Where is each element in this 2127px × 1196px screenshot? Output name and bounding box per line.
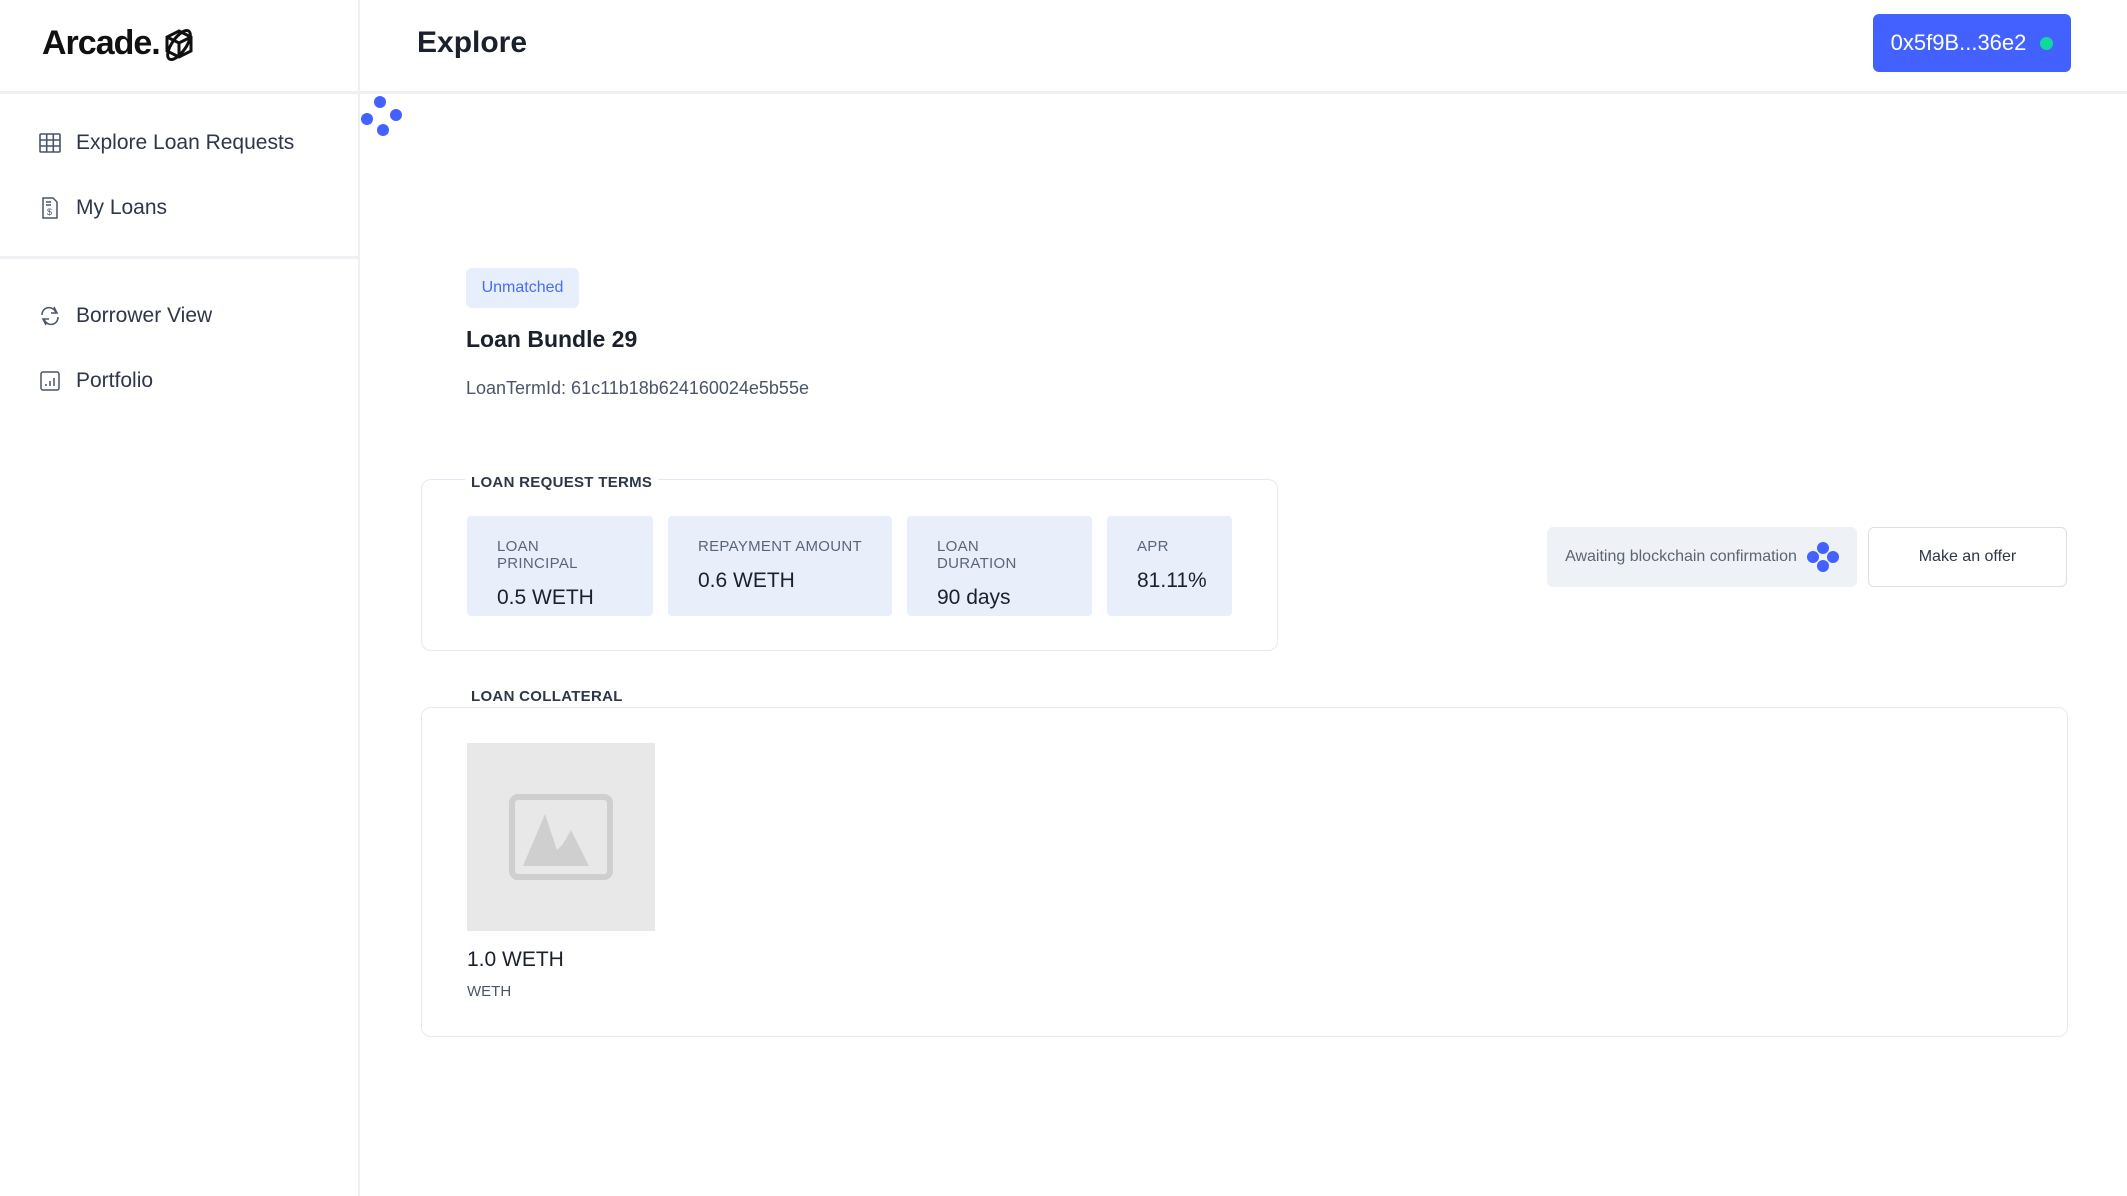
loan-term-id: LoanTermId: 61c11b18b624160024e5b55e (466, 378, 809, 398)
term-loan-duration: Loan Duration 90 days (907, 516, 1092, 616)
swap-icon (41, 306, 59, 326)
wallet-button[interactable]: 0x5f9B...36e2 (1873, 14, 2071, 72)
term-repayment-amount: Repayment Amount 0.6 WETH (668, 516, 892, 616)
sidebar (0, 0, 360, 1196)
cube-logo-icon (165, 28, 193, 61)
loan-collateral-panel (421, 707, 2068, 1037)
loan-title: Loan Bundle 29 (466, 326, 638, 352)
make-offer-button[interactable]: Make an offer (1868, 527, 2067, 587)
collateral-amount: 1.0 WETH (467, 948, 564, 971)
connected-status-dot (2040, 36, 2054, 50)
image-placeholder-icon (509, 794, 613, 880)
chart-icon (40, 371, 60, 391)
logo-bar (0, 0, 360, 94)
loan-terms-label: Loan Request Terms (465, 474, 659, 491)
logo[interactable]: Arcade. (42, 24, 196, 63)
page-title: Explore (417, 26, 528, 59)
header (360, 0, 2127, 94)
sidebar-item-borrower-view[interactable]: Borrower View (38, 296, 212, 336)
sidebar-item-my-loans[interactable]: $ My Loans (38, 188, 167, 228)
loading-dots-icon (1806, 542, 1839, 572)
loan-terms-panel (421, 479, 1278, 651)
collateral-symbol: WETH (467, 983, 512, 1000)
sidebar-item-explore-loan-requests[interactable]: Explore Loan Requests (38, 123, 294, 163)
invoice-icon: $ (42, 197, 58, 219)
svg-text:$: $ (47, 207, 52, 217)
awaiting-confirmation-status: Awaiting blockchain confirmation (1547, 527, 1857, 587)
table-icon (39, 133, 61, 153)
loan-collateral-label: Loan Collateral (471, 688, 623, 705)
sidebar-item-portfolio[interactable]: Portfolio (38, 361, 153, 401)
term-apr: APR 81.11% (1107, 516, 1232, 616)
collateral-image[interactable] (467, 743, 655, 931)
sidebar-divider (0, 256, 360, 259)
loading-spinner-icon (361, 96, 402, 136)
status-badge: Unmatched (466, 268, 579, 308)
term-loan-principal: Loan Principal 0.5 WETH (467, 516, 653, 616)
